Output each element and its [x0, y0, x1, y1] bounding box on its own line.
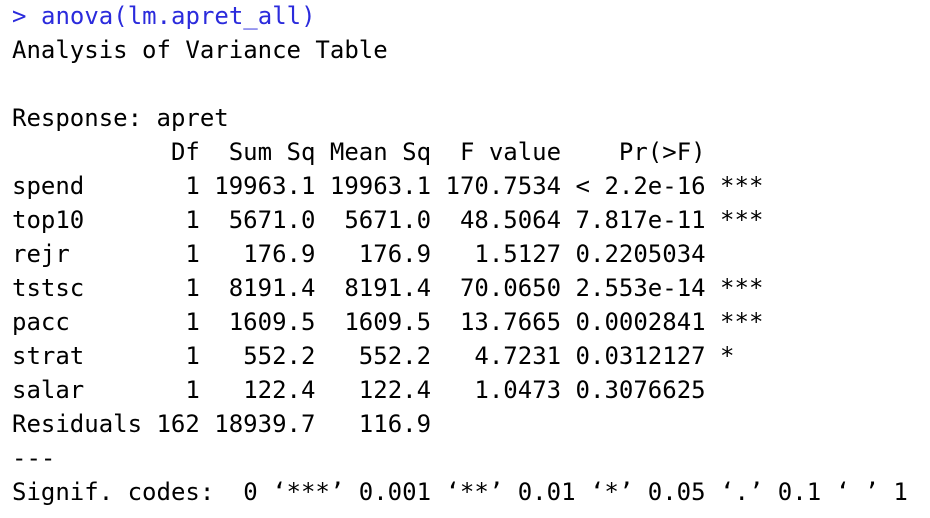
cell: 1.5127 — [474, 240, 561, 268]
cell: 70.0650 — [460, 274, 561, 302]
cell: 19963.1 — [214, 172, 315, 200]
cell: 122.4 — [359, 376, 431, 404]
cell: 13.7665 — [460, 308, 561, 336]
cell: 122.4 — [243, 376, 315, 404]
signif-stars: *** — [720, 308, 763, 336]
cell: 8191.4 — [344, 274, 431, 302]
cell: 162 — [156, 410, 199, 438]
cell: 1 — [185, 342, 199, 370]
cell: 176.9 — [243, 240, 315, 268]
output-title: Analysis of Variance Table — [12, 36, 388, 64]
column-header: Sum Sq — [229, 138, 316, 166]
cell: 552.2 — [359, 342, 431, 370]
row-name: strat — [12, 342, 84, 370]
cell: 170.7534 — [446, 172, 562, 200]
cell: 1 — [185, 206, 199, 234]
cell: 1609.5 — [344, 308, 431, 336]
row-name: salar — [12, 376, 84, 404]
signif-stars: * — [720, 342, 734, 370]
column-header: F value — [460, 138, 561, 166]
row-name: spend — [12, 172, 84, 200]
cell: 552.2 — [243, 342, 315, 370]
cell: 19963.1 — [330, 172, 431, 200]
row-name: top10 — [12, 206, 84, 234]
cell: 1609.5 — [229, 308, 316, 336]
cell: 1 — [185, 376, 199, 404]
column-header: Pr(>F) — [619, 138, 706, 166]
signif-codes: Signif. codes: 0 ‘***’ 0.001 ‘**’ 0.01 ‘… — [12, 478, 908, 506]
cell: 1 — [185, 274, 199, 302]
signif-stars: *** — [720, 172, 763, 200]
column-header: Df — [171, 138, 200, 166]
signif-stars: *** — [720, 206, 763, 234]
cell: 1 — [185, 308, 199, 336]
prompt: > — [12, 2, 26, 30]
cell: 2.553e-14 — [576, 274, 706, 302]
separator: --- — [12, 444, 55, 472]
cell: 0.0312127 — [576, 342, 706, 370]
cell: 0.3076625 — [576, 376, 706, 404]
cell: 1 — [185, 172, 199, 200]
cell: 1.0473 — [474, 376, 561, 404]
cell: 1 — [185, 240, 199, 268]
cell: 5671.0 — [344, 206, 431, 234]
command: anova(lm.apret_all) — [41, 2, 316, 30]
row-name: pacc — [12, 308, 70, 336]
signif-stars: *** — [720, 274, 763, 302]
cell: 8191.4 — [229, 274, 316, 302]
cell: 116.9 — [359, 410, 431, 438]
cell: 0.2205034 — [576, 240, 706, 268]
response: Response: apret — [12, 104, 229, 132]
row-name: tstsc — [12, 274, 84, 302]
cell: 18939.7 — [214, 410, 315, 438]
cell: 7.817e-11 — [576, 206, 706, 234]
cell: 176.9 — [359, 240, 431, 268]
column-header: Mean Sq — [330, 138, 431, 166]
row-name: Residuals — [12, 410, 142, 438]
cell: < 2.2e-16 — [576, 172, 706, 200]
cell: 48.5064 — [460, 206, 561, 234]
row-name: rejr — [12, 240, 70, 268]
cell: 5671.0 — [229, 206, 316, 234]
cell: 0.0002841 — [576, 308, 706, 336]
cell: 4.7231 — [474, 342, 561, 370]
